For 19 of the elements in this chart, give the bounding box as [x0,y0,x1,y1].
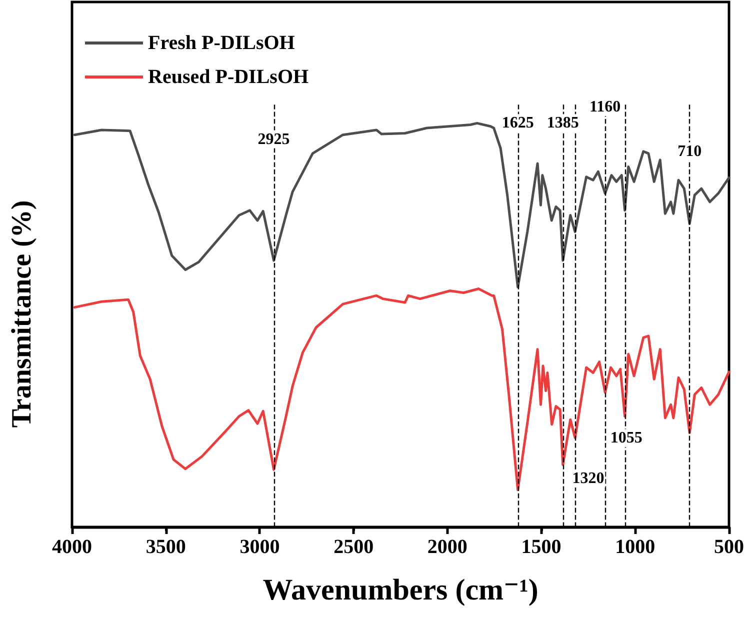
annotation: 710 [678,142,702,160]
x-axis-title: Wavenumbers (cm⁻¹) [262,574,538,606]
annotation: 1385 [546,114,579,132]
x-tick-label: 3500 [146,536,186,558]
annotation: 1320 [572,470,604,488]
annotation: 1625 [502,114,534,132]
x-tick-label: 1000 [615,536,656,558]
legend-label: Reused P-DILsOH [148,66,310,88]
x-tick-label: 2500 [334,536,374,558]
x-tick-label: 1500 [521,536,562,558]
x-tick-label: 4000 [52,536,92,558]
x-tick-label: 2000 [427,536,468,558]
annotation: 2925 [258,130,290,148]
legend-label: Fresh P-DILsOH [148,32,296,54]
x-tick-label: 3000 [240,536,280,558]
y-axis-title: Transmittance (%) [6,200,38,428]
annotation: 1160 [590,98,621,116]
annotation: 1055 [610,430,642,447]
x-tick-label: 500 [714,536,744,558]
